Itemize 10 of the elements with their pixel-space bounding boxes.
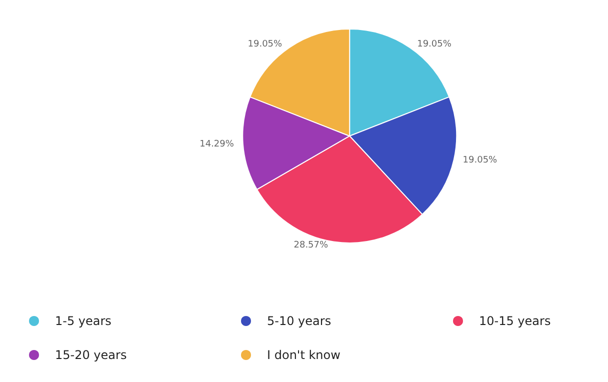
data-label: 28.57% xyxy=(294,240,329,251)
data-label: 19.05% xyxy=(462,156,498,166)
legend-label: 10-15 years xyxy=(479,314,551,328)
legend-label: 5-10 years xyxy=(267,314,332,328)
legend-label: 1-5 years xyxy=(55,314,112,328)
data-label: 14.29% xyxy=(200,139,234,150)
legend-label: 15-20 years xyxy=(55,348,127,362)
data-label: 19.05% xyxy=(248,39,283,50)
legend-label: I don't know xyxy=(267,348,341,362)
data-label: 19.05% xyxy=(417,39,452,50)
